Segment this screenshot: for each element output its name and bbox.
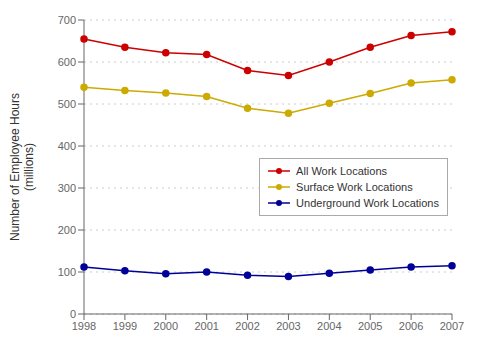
svg-text:2005: 2005	[358, 320, 382, 332]
svg-text:2000: 2000	[154, 320, 178, 332]
svg-text:2001: 2001	[194, 320, 218, 332]
svg-text:600: 600	[58, 56, 76, 68]
svg-text:1999: 1999	[113, 320, 137, 332]
svg-text:2004: 2004	[317, 320, 341, 332]
svg-text:2007: 2007	[440, 320, 464, 332]
svg-text:2003: 2003	[276, 320, 300, 332]
html-text:All Work Locations: All Work Locations	[296, 165, 387, 177]
svg-text:1998: 1998	[72, 320, 96, 332]
svg-text:200: 200	[58, 224, 76, 236]
html-text:Surface Work Locations: Surface Work Locations	[296, 181, 413, 193]
svg-text:500: 500	[58, 98, 76, 110]
svg-text:2006: 2006	[399, 320, 423, 332]
html-text:Underground Work Locations: Underground Work Locations	[296, 197, 439, 209]
svg-text:700: 700	[58, 14, 76, 26]
svg-text:400: 400	[58, 140, 76, 152]
svg-text:Number of Employee Hours(milli: Number of Employee Hours(millions)	[8, 93, 36, 241]
svg-text:2002: 2002	[235, 320, 259, 332]
svg-text:100: 100	[58, 266, 76, 278]
svg-text:300: 300	[58, 182, 76, 194]
svg-text:0: 0	[70, 308, 76, 320]
